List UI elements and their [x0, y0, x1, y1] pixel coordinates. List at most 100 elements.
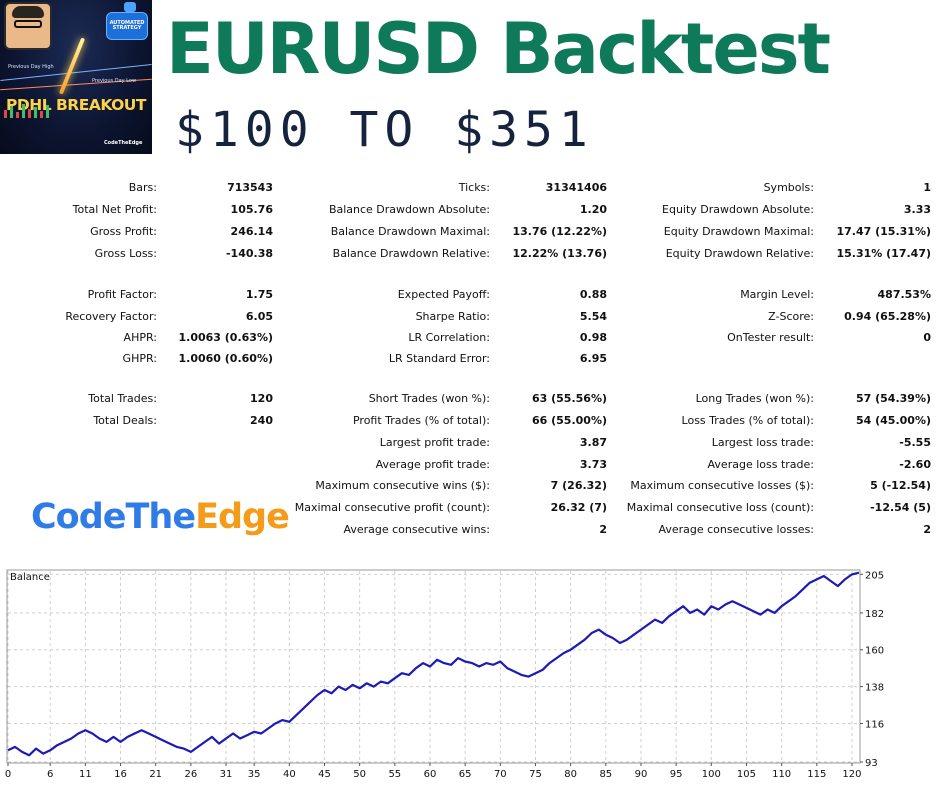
- robot-icon: [124, 2, 136, 12]
- stat-row: Bars: 713543: [0, 180, 273, 196]
- x-tick-label: 31: [220, 769, 233, 780]
- logo-part-1: CodeThe: [31, 497, 196, 537]
- stat-value: 6.95: [579, 352, 607, 365]
- stat-value: 66 (55.00%): [531, 414, 607, 427]
- stat-label: Average profit trade:: [375, 458, 490, 471]
- stat-label: Expected Payoff:: [397, 288, 490, 301]
- stat-label: Equity Drawdown Maximal:: [663, 225, 814, 238]
- stat-label: Symbols:: [763, 181, 814, 194]
- stat-label: Bars:: [128, 181, 157, 194]
- x-tick-label: 65: [459, 769, 472, 780]
- stat-value: 7 (26.32): [550, 479, 607, 492]
- stat-row: Margin Level: 487.53%: [0, 287, 931, 303]
- stat-row: LR Standard Error: 6.95: [0, 351, 607, 367]
- stat-row: Average consecutive losses: 2: [0, 522, 931, 538]
- y-tick-label: 138: [865, 683, 884, 694]
- stat-row: Balance Drawdown Relative: 12.22% (13.76): [0, 246, 607, 262]
- stat-label: Balance Drawdown Maximal:: [330, 225, 490, 238]
- stat-row: Balance Drawdown Absolute: 1.20: [0, 202, 607, 218]
- stat-value: 3.73: [579, 458, 607, 471]
- stat-row: Long Trades (won %): 57 (54.39%): [0, 391, 931, 407]
- stat-label: Maximum consecutive losses ($):: [630, 479, 814, 492]
- stat-row: Ticks: 31341406: [0, 180, 607, 196]
- y-tick-label: 205: [865, 570, 884, 581]
- stat-row: Symbols: 1: [0, 180, 931, 196]
- chart-plot-frame: [6, 569, 861, 764]
- stat-label: Short Trades (won %):: [368, 392, 490, 405]
- x-tick-label: 90: [635, 769, 648, 780]
- stat-label: OnTester result:: [727, 331, 814, 344]
- stat-row: OnTester result: 0: [0, 330, 931, 346]
- stat-row: Balance Drawdown Maximal: 13.76 (12.22%): [0, 224, 607, 240]
- stat-value: 3.33: [903, 203, 931, 216]
- stat-label: Margin Level:: [740, 288, 814, 301]
- strategy-thumbnail: AUTOMATED STRATEGY Previous Day High Pre…: [0, 0, 152, 154]
- stat-value: 246.14: [230, 225, 273, 238]
- stat-row: Total Trades: 120: [0, 391, 273, 407]
- stat-row: Average consecutive wins: 2: [0, 522, 607, 538]
- stat-row: AHPR: 1.0063 (0.63%): [0, 330, 273, 346]
- thumbnail-brand: CodeTheEdge: [104, 140, 143, 146]
- stat-row: Maximal consecutive profit (count): 26.32…: [0, 500, 607, 516]
- stat-label: Maximum consecutive wins ($):: [315, 479, 490, 492]
- x-tick-label: 60: [424, 769, 437, 780]
- x-tick-label: 70: [494, 769, 507, 780]
- balance-series-line: [7, 571, 860, 757]
- y-axis: 93 116 138 160 182 205: [860, 570, 884, 769]
- x-tick-label: 45: [318, 769, 331, 780]
- stat-value: 120: [250, 392, 273, 405]
- x-tick-label: 80: [564, 769, 577, 780]
- stat-value: 6.05: [245, 310, 273, 323]
- stat-label: Sharpe Ratio:: [415, 310, 490, 323]
- stat-label: Total Net Profit:: [72, 203, 157, 216]
- codetheedge-logo: CodeTheEdge: [31, 497, 290, 537]
- stat-row: Z-Score: 0.94 (65.28%): [0, 309, 931, 325]
- stat-label: Largest profit trade:: [379, 436, 490, 449]
- stat-label: Ticks:: [458, 181, 490, 194]
- stat-label: LR Correlation:: [408, 331, 490, 344]
- stat-value: -140.38: [225, 247, 273, 260]
- stat-value: 2: [599, 523, 607, 536]
- stat-value: 105.76: [230, 203, 273, 216]
- x-tick-label: 21: [149, 769, 162, 780]
- stat-value: 1: [923, 181, 931, 194]
- stat-row: Total Net Profit: 105.76: [0, 202, 273, 218]
- stat-row: Profit Trades (% of total): 66 (55.00%): [0, 413, 607, 429]
- stat-value: 57 (54.39%): [855, 392, 931, 405]
- x-tick-label: 11: [79, 769, 92, 780]
- stat-row: Recovery Factor: 6.05: [0, 309, 273, 325]
- stat-value: 31341406: [545, 181, 607, 194]
- stat-label: Z-Score:: [768, 310, 814, 323]
- stat-label: AHPR:: [123, 331, 157, 344]
- stat-row: Maximum consecutive losses ($): 5 (-12.54…: [0, 478, 931, 494]
- x-tick-label: 55: [388, 769, 401, 780]
- stat-row: LR Correlation: 0.98: [0, 330, 607, 346]
- logo-part-2: Edge: [195, 497, 290, 537]
- x-axis: 0 6 11 16 21 26 31 35 40 45 50 55 60 65 70 75 80 85 90 95 10…: [5, 763, 862, 780]
- stat-value: 54 (45.00%): [855, 414, 931, 427]
- stat-row: Largest profit trade: 3.87: [0, 435, 607, 451]
- balance-chart: 93 116 138 160 182 205 0 6 11 16 21 26 31 35 40 45 50 55…: [5, 569, 884, 780]
- stat-row: Profit Factor: 1.75: [0, 287, 273, 303]
- x-tick-label: 85: [599, 769, 612, 780]
- stat-row: Largest loss trade: -5.55: [0, 435, 931, 451]
- stat-label: Equity Drawdown Absolute:: [662, 203, 814, 216]
- stat-row: Equity Drawdown Relative: 15.31% (17.47): [0, 246, 931, 262]
- stat-value: 63 (55.56%): [531, 392, 607, 405]
- stat-value: -2.60: [899, 458, 931, 471]
- stat-row: Equity Drawdown Maximal: 17.47 (15.31%): [0, 224, 931, 240]
- x-tick-label: 6: [47, 769, 53, 780]
- previous-day-high-label: Previous Day High: [8, 64, 54, 70]
- stat-label: Total Deals:: [93, 414, 157, 427]
- automated-strategy-badge: AUTOMATED STRATEGY: [106, 12, 148, 40]
- x-tick-label: 100: [702, 769, 721, 780]
- stat-label: LR Standard Error:: [388, 352, 490, 365]
- stat-label: Profit Trades (% of total):: [352, 414, 490, 427]
- stat-value: -5.55: [899, 436, 931, 449]
- x-tick-label: 35: [248, 769, 261, 780]
- stat-label: Gross Profit:: [90, 225, 157, 238]
- stat-row: Average profit trade: 3.73: [0, 457, 607, 473]
- stat-row: Maximum consecutive wins ($): 7 (26.32): [0, 478, 607, 494]
- x-tick-label: 75: [529, 769, 542, 780]
- chart-grid: [7, 571, 859, 763]
